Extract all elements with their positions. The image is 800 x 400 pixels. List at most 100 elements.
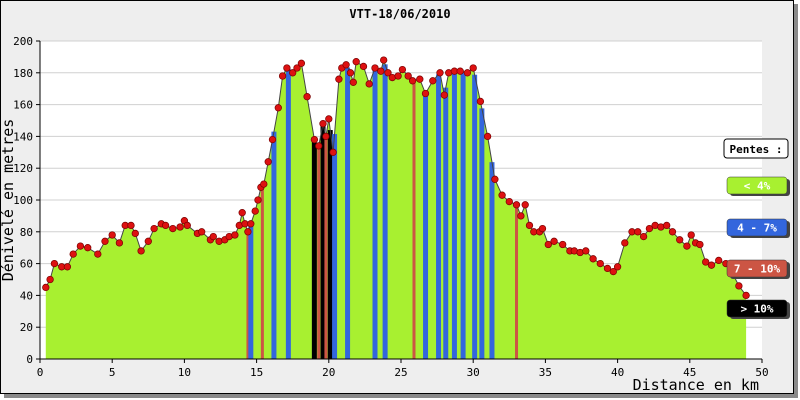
elevation-point — [84, 244, 92, 252]
elevation-point — [702, 258, 710, 266]
elevation-point — [150, 224, 158, 233]
legend-swatch — [726, 299, 788, 318]
elevation-point — [359, 62, 368, 71]
elevation-point — [696, 240, 704, 249]
slope-band — [248, 223, 254, 359]
elevation-point — [352, 58, 360, 66]
y-tick-label: 40 — [20, 289, 33, 302]
elevation-point — [398, 65, 407, 74]
slope-band — [451, 71, 457, 360]
elevation-point — [297, 59, 306, 67]
elevation-point — [538, 224, 547, 233]
x-tick-label: 20 — [322, 366, 335, 379]
elevation-point — [238, 209, 246, 217]
elevation-point — [476, 97, 485, 106]
elevation-point — [683, 242, 691, 250]
elevation-point — [525, 221, 534, 230]
elevation-point — [371, 64, 379, 72]
legend-label: 4 - 7% — [737, 222, 777, 235]
elevation-point — [231, 231, 239, 239]
slope-band — [479, 108, 485, 359]
y-tick-label: 200 — [13, 35, 33, 48]
elevation-point — [707, 261, 716, 269]
legend: Pentes : < 4% 4 - 7% 7 - 10% > 10% — [723, 138, 790, 319]
slope-band — [443, 87, 449, 359]
y-axis-title: Dénivelé en metres — [0, 119, 17, 282]
elevation-point — [251, 207, 259, 215]
legend-title-box — [723, 138, 789, 159]
elevation-point — [315, 142, 323, 150]
elevation-point — [469, 64, 477, 72]
legend-swatch — [726, 176, 788, 195]
elevation-point — [505, 197, 513, 206]
elevation-point — [247, 220, 255, 228]
x-tick-label: 25 — [394, 366, 407, 379]
x-tick-label: 45 — [683, 366, 696, 379]
x-tick-label: 10 — [178, 366, 191, 379]
elevation-point — [268, 135, 277, 144]
elevation-point — [512, 201, 521, 209]
elevation-point — [621, 239, 629, 247]
x-tick-label: 40 — [611, 366, 624, 379]
x-tick-label: 5 — [109, 366, 116, 379]
elevation-point — [456, 67, 464, 75]
legend-label: > 10% — [740, 303, 773, 316]
elevation-point — [377, 67, 385, 75]
elevation-point — [76, 242, 85, 250]
elevation-point — [349, 78, 357, 86]
elevation-point — [274, 104, 282, 112]
slope-band — [472, 74, 478, 359]
elevation-point — [613, 263, 622, 271]
y-tick-label: 140 — [13, 130, 33, 143]
elevation-point — [582, 247, 590, 255]
x-axis-title: Distance en km — [633, 376, 759, 394]
elevation-point — [687, 231, 695, 239]
elevation-point — [303, 93, 311, 101]
elevation-point — [108, 231, 116, 239]
elevation-point — [319, 120, 327, 128]
elevation-point — [676, 236, 684, 244]
elevation-point — [169, 224, 177, 233]
elevation-point — [603, 264, 612, 273]
elevation-point — [668, 228, 677, 236]
elevation-point — [742, 291, 750, 300]
elevation-point — [491, 175, 499, 183]
elevation-point — [365, 80, 373, 88]
elevation-point — [198, 228, 206, 236]
elevation-point — [310, 135, 319, 144]
elevation-point — [101, 237, 109, 245]
legend-title: Pentes : — [730, 143, 783, 156]
elevation-point — [609, 267, 617, 276]
x-ticks: 0 5 10 15 20 25 30 35 40 45 50 — [37, 359, 769, 379]
slope-band — [345, 67, 351, 359]
elevation-point — [254, 196, 262, 204]
elevation-point — [498, 191, 506, 199]
elevation-point — [278, 72, 287, 80]
elevation-point — [634, 228, 642, 236]
elevation-point — [342, 61, 350, 69]
x-tick-label: 35 — [539, 366, 552, 379]
elevation-point — [283, 64, 291, 72]
elevation-point — [293, 64, 301, 72]
slope-band — [332, 134, 338, 359]
elevation-point — [42, 283, 50, 292]
elevation-point — [325, 115, 333, 123]
y-ticks: 0 20 40 60 80 100 120 140 160 180 200 — [13, 35, 40, 366]
elevation-point — [715, 256, 723, 265]
slope-band — [460, 71, 466, 359]
y-tick-label: 100 — [13, 194, 33, 207]
elevation-point — [559, 240, 567, 249]
elevation-point — [436, 69, 444, 77]
elevation-point — [115, 239, 124, 247]
slope-band — [260, 185, 264, 359]
slope-band — [311, 139, 317, 359]
slope-band — [320, 123, 326, 360]
slope-band — [372, 68, 378, 359]
y-tick-label: 80 — [20, 226, 33, 239]
y-tick-label: 120 — [13, 162, 33, 175]
slope-band — [327, 130, 333, 359]
elevation-point — [663, 221, 671, 230]
slope-band — [436, 74, 442, 359]
slope-band — [317, 145, 321, 359]
legend-label: 7 - 10% — [734, 263, 781, 276]
